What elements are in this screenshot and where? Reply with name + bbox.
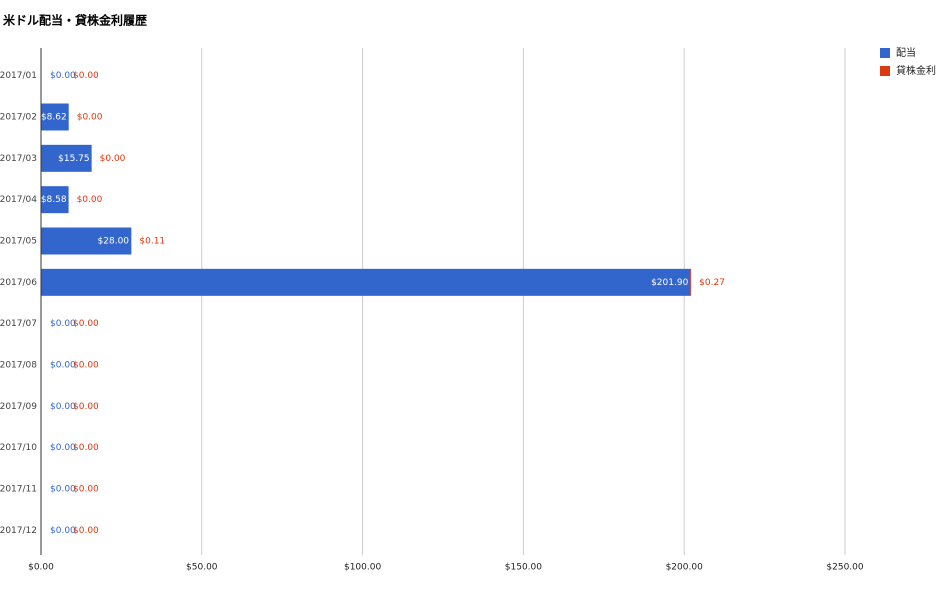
value-label: $0.00 [50,361,76,371]
value-label: $0.00 [77,113,103,123]
bar [41,186,69,214]
value-label: $8.62 [41,113,67,123]
value-label: $0.00 [73,443,99,453]
value-label: $0.00 [77,195,103,205]
bar [41,268,691,296]
x-tick-label: $200.00 [666,563,703,573]
value-label: $0.00 [50,526,76,536]
value-label: $0.27 [699,278,725,288]
value-label: $8.58 [41,195,67,205]
y-tick-label: 2017/12 [0,526,37,536]
y-tick-label: 2017/04 [0,195,37,205]
value-label: $28.00 [98,237,130,247]
value-label: $201.90 [651,278,688,288]
value-label: $0.00 [73,361,99,371]
value-label: $0.00 [50,319,76,329]
bar [41,103,69,131]
value-label: $0.00 [73,402,99,412]
x-tick-label: $0.00 [28,563,54,573]
value-label: $0.00 [73,319,99,329]
legend-label: 配当 [896,46,916,59]
legend-swatch [880,66,890,76]
x-tick-label: $100.00 [344,563,381,573]
bar [41,144,92,172]
y-tick-label: 2017/09 [0,402,37,412]
legend-label: 貸株金利 [896,64,936,77]
x-tick-label: $250.00 [826,563,863,573]
x-tick-label: $50.00 [186,563,218,573]
value-label: $0.11 [139,237,165,247]
y-tick-label: 2017/10 [0,443,37,453]
y-tick-label: 2017/08 [0,361,37,371]
value-label: $0.00 [73,71,99,81]
y-tick-label: 2017/01 [0,71,37,81]
bar [690,268,692,296]
value-label: $0.00 [50,402,76,412]
value-label: $0.00 [50,443,76,453]
chart-title: 米ドル配当・貸株金利履歴 [3,13,147,28]
value-label: $0.00 [50,485,76,495]
x-tick-label: $150.00 [505,563,542,573]
y-tick-label: 2017/11 [0,485,37,495]
value-label: $15.75 [58,154,90,164]
value-label: $0.00 [50,71,76,81]
legend-swatch [880,48,890,58]
value-label: $0.00 [73,485,99,495]
y-tick-label: 2017/07 [0,319,37,329]
y-tick-label: 2017/06 [0,278,37,288]
bar [41,227,132,255]
value-label: $0.00 [100,154,126,164]
y-tick-label: 2017/02 [0,113,37,123]
y-tick-label: 2017/03 [0,154,37,164]
y-tick-label: 2017/05 [0,237,37,247]
value-label: $0.00 [73,526,99,536]
